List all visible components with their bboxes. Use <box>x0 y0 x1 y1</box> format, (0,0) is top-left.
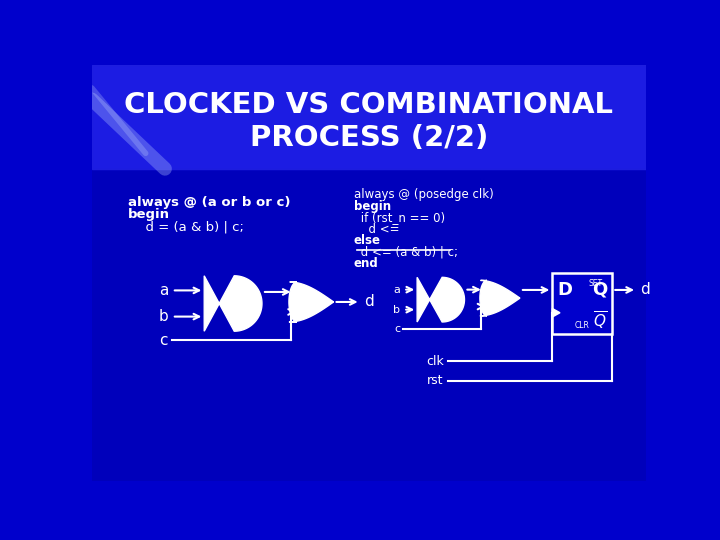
Text: always @ (posedge clk): always @ (posedge clk) <box>354 188 493 201</box>
Text: d <= (a & b) | c;: d <= (a & b) | c; <box>357 246 459 259</box>
Text: d: d <box>640 282 649 298</box>
Text: SET: SET <box>588 279 603 288</box>
Text: rst: rst <box>427 374 444 387</box>
Text: a: a <box>393 285 400 295</box>
Polygon shape <box>417 278 464 322</box>
Text: a: a <box>158 283 168 298</box>
Text: CLR: CLR <box>575 321 590 330</box>
Text: D: D <box>558 281 572 299</box>
Text: if (rst_n == 0): if (rst_n == 0) <box>357 211 446 224</box>
Polygon shape <box>289 282 333 322</box>
Text: PROCESS (2/2): PROCESS (2/2) <box>250 124 488 152</box>
Text: Q: Q <box>592 281 607 299</box>
Polygon shape <box>204 276 262 331</box>
Bar <box>92 65 647 168</box>
Text: clk: clk <box>426 355 444 368</box>
Text: begin: begin <box>128 208 170 221</box>
Text: b: b <box>393 305 400 315</box>
Text: d <=: d <= <box>361 222 400 235</box>
Polygon shape <box>480 280 520 316</box>
Bar <box>92 65 647 168</box>
Text: end: end <box>354 257 378 271</box>
Text: d = (a & b) | c;: d = (a & b) | c; <box>138 220 244 233</box>
Text: c: c <box>394 324 400 334</box>
Text: always @ (a or b or c): always @ (a or b or c) <box>128 195 290 208</box>
Text: $\overline{Q}$: $\overline{Q}$ <box>593 309 607 332</box>
Text: else: else <box>354 234 381 247</box>
Polygon shape <box>552 308 560 317</box>
Text: c: c <box>160 333 168 348</box>
Bar <box>552 273 612 334</box>
Bar <box>92 168 647 481</box>
Text: CLOCKED VS COMBINATIONAL: CLOCKED VS COMBINATIONAL <box>125 91 613 119</box>
Text: b: b <box>158 309 168 324</box>
Text: d: d <box>364 294 374 309</box>
Text: begin: begin <box>354 200 391 213</box>
